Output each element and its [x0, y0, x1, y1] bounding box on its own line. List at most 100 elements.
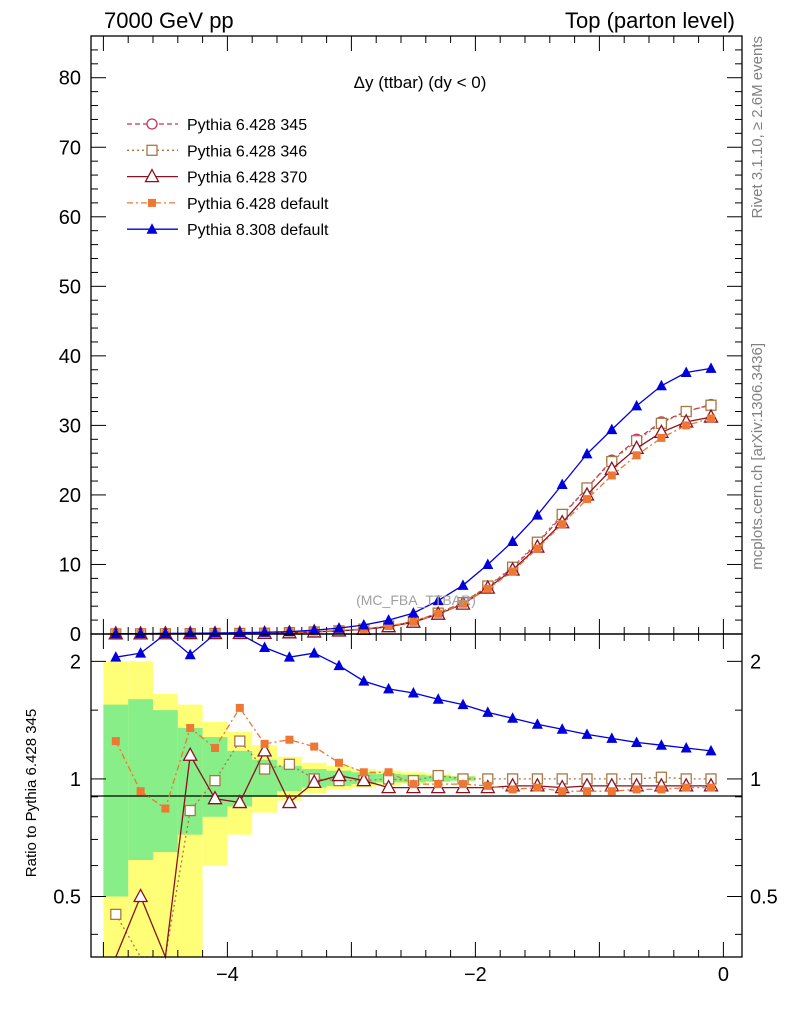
ratio-data-point: [235, 703, 244, 712]
main-data-point: [308, 624, 320, 635]
green-band-bin: [128, 699, 153, 861]
main-data-point: [533, 544, 542, 553]
green-band-bin: [277, 765, 302, 792]
ratio-uncertainty-bands: [103, 661, 476, 957]
legend-entry: Pythia 8.308 default: [127, 222, 329, 239]
ratio-y-tick-label: 2: [70, 651, 81, 673]
legend-label: Pythia 8.308 default: [187, 222, 329, 239]
ratio-data-point: [556, 723, 568, 734]
ratio-data-point: [533, 783, 542, 792]
ratio-data-point: [258, 763, 271, 775]
ratio-data-point: [110, 651, 122, 662]
main-y-tick-label: 50: [59, 276, 81, 298]
ratio-data-point: [606, 732, 618, 743]
main-data-point: [407, 607, 419, 618]
ratio-data-point: [260, 739, 269, 748]
main-data-point: [384, 622, 393, 631]
ratio-data-point: [432, 693, 444, 704]
main-data-point: [508, 567, 517, 576]
ratio-data-point: [632, 785, 641, 794]
ratio-data-point: [507, 712, 519, 723]
main-data-point: [631, 399, 643, 411]
main-data-point: [583, 495, 591, 504]
ratio-data-point: [281, 794, 297, 809]
main-data-point: [135, 627, 147, 639]
ratio-data-point: [581, 728, 593, 739]
main-data-point: [707, 414, 715, 423]
ratio-data-point: [283, 651, 295, 662]
main-data-point: [457, 579, 469, 590]
ratio-data-point: [384, 768, 393, 777]
ratio-data-point: [133, 888, 149, 903]
ratio-data-point: [110, 908, 122, 921]
ratio-data-point: [283, 758, 296, 770]
main-data-point: [184, 627, 196, 638]
ratio-axis-ticks: 0.5 0.5 1 1 2 2 −4 −2 0: [53, 634, 778, 986]
main-axis-ticks: 0 10 20 30 40 50 60 70 80: [59, 36, 742, 646]
header-left-label: 7000 GeV pp: [104, 8, 234, 33]
ratio-data-point: [531, 718, 543, 729]
ratio-data-point: [184, 648, 196, 660]
main-data-point: [558, 520, 567, 529]
main-data-point: [606, 423, 618, 435]
legend-marker: [146, 144, 158, 156]
ratio-data-point: [607, 787, 616, 796]
ratio-data-point: [434, 780, 443, 789]
main-data-point: [680, 366, 692, 378]
main-data-point: [358, 618, 370, 630]
ratio-data-point: [207, 790, 223, 805]
ratio-data-point: [111, 737, 120, 746]
ratio-data-point: [682, 783, 691, 792]
ratio-data-point: [331, 767, 347, 782]
rivet-version-label: Rivet 3.1.10, ≥ 2.6M events: [749, 36, 766, 219]
ratio-y-tick-label: 1: [70, 769, 81, 791]
ratio-data-point: [457, 698, 469, 710]
ratio-data-point: [482, 706, 494, 717]
ratio-data-point: [705, 744, 717, 756]
x-tick-label: 0: [718, 964, 729, 986]
main-data-point: [483, 584, 492, 593]
main-data-point: [705, 362, 717, 373]
ratio-data-point: [657, 785, 666, 794]
x-tick-label: −2: [464, 964, 487, 986]
legend-label: Pythia 6.428 345: [187, 117, 307, 134]
main-title: Δy (ttbar) (dy < 0): [354, 73, 487, 92]
main-y-tick-label: 40: [59, 346, 81, 368]
ratio-data-point: [285, 735, 294, 744]
ratio-data-point: [508, 785, 517, 794]
ratio-data-point: [358, 675, 370, 686]
legend-entry: Pythia 6.428 370: [127, 168, 307, 187]
ratio-data-point: [407, 686, 419, 698]
ratio-data-point: [381, 779, 397, 794]
ratio-data-point: [333, 659, 345, 671]
watermark-label: (MC_FBA_TTBAR): [356, 592, 476, 608]
green-band-bin: [177, 728, 203, 835]
main-data-point: [655, 379, 667, 391]
ratio-frame: [90, 633, 743, 958]
main-y-tick-label: 10: [59, 554, 81, 576]
legend-entry: Pythia 6.428 345: [127, 117, 307, 134]
ratio-data-point: [308, 647, 320, 658]
x-tick-label: −4: [216, 964, 239, 986]
ratio-series-2: [111, 703, 715, 813]
legend-label: Pythia 6.428 370: [187, 170, 307, 187]
legend: Pythia 6.428 345 Pythia 6.428 346 Pythia 6…: [127, 117, 329, 239]
ratio-data-point: [383, 682, 395, 694]
main-data-point: [682, 421, 691, 430]
ratio-data-point: [631, 736, 643, 747]
ratio-data-point: [459, 780, 467, 789]
ratio-data-point: [483, 781, 492, 790]
main-y-tick-label: 60: [59, 207, 81, 229]
ratio-y-tick-label-right: 0.5: [750, 887, 778, 909]
ratio-data-point: [583, 787, 591, 796]
main-data-point: [434, 609, 443, 618]
main-data-point: [482, 558, 494, 569]
ratio-data-point: [184, 804, 196, 817]
main-y-tick-label: 20: [59, 485, 81, 507]
ratio-data-point: [707, 783, 715, 792]
legend-marker: [146, 223, 158, 234]
main-data-point: [333, 622, 345, 633]
ratio-y-axis-label: Ratio to Pythia 6.428 345: [23, 709, 40, 877]
legend-marker: [146, 118, 158, 130]
